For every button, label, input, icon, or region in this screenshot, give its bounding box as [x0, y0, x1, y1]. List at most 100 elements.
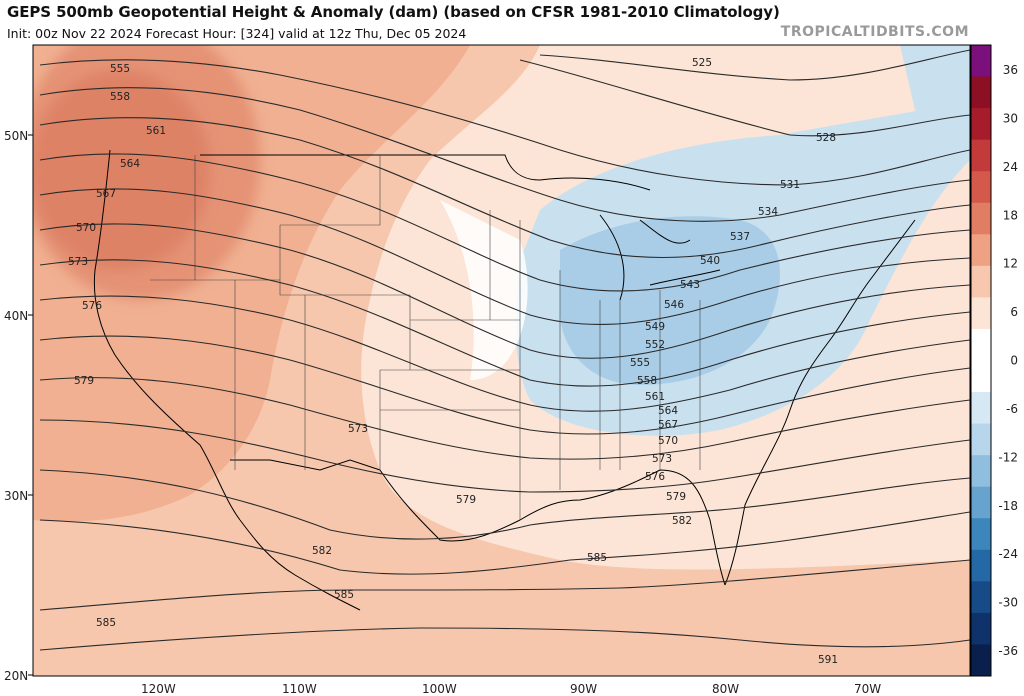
- lon-label: 70W: [854, 682, 881, 696]
- contour-label: 546: [664, 299, 684, 311]
- contour-label: 534: [758, 206, 778, 218]
- colorbar-swatch: [971, 45, 991, 78]
- lon-label: 110W: [282, 682, 317, 696]
- colorbar-swatch: [971, 612, 991, 645]
- colorbar-swatch: [971, 76, 991, 109]
- contour-label: 525: [692, 57, 712, 69]
- contour-label: 543: [680, 279, 700, 291]
- lon-label: 90W: [570, 682, 597, 696]
- colorbar-swatch: [971, 455, 991, 488]
- colorbar-swatch: [971, 202, 991, 235]
- colorbar-swatch: [971, 549, 991, 582]
- contour-label: 573: [348, 423, 368, 435]
- anomaly-neutral-plains: [440, 200, 528, 380]
- contour-label: 579: [456, 494, 476, 506]
- atlantic-coast: [724, 219, 916, 586]
- longitude-labels: 120W 110W 100W 90W 80W 70W: [141, 682, 881, 696]
- colorbar-tick-label: 6: [1010, 305, 1018, 319]
- colorbar-tick-label: -30: [998, 596, 1018, 610]
- contour-label: 573: [68, 256, 88, 268]
- colorbar-swatch: [971, 581, 991, 614]
- chart-subtitle: Init: 00z Nov 22 2024 Forecast Hour: [32…: [7, 26, 467, 41]
- colorbar-swatch: [971, 486, 991, 519]
- contour-label: 558: [110, 91, 130, 103]
- contour-label: 531: [780, 179, 800, 191]
- lon-label: 120W: [141, 682, 176, 696]
- contour-label: 585: [587, 552, 607, 564]
- colorbar-tick-label: -24: [998, 547, 1018, 561]
- contour-label: 576: [82, 300, 102, 312]
- contour-label: 555: [630, 357, 650, 369]
- map-frame: [32, 44, 971, 677]
- contour-label: 573: [652, 453, 672, 465]
- colorbar-swatch: [971, 518, 991, 551]
- contour-labels: 525 528 531 534 537 540 543 546 549 552 …: [68, 57, 838, 666]
- contour-label: 564: [120, 158, 140, 170]
- contour-label: 567: [658, 419, 678, 431]
- height-contours: [39, 49, 970, 651]
- contour-label: 582: [312, 545, 332, 557]
- colorbar-tick-label: 12: [1003, 257, 1018, 271]
- contour-label: 582: [672, 515, 692, 527]
- colorbar-tick-labels: 36 30 24 18 12 6 0 -6 -12 -18 -24 -30 -36: [998, 63, 1018, 658]
- site-brand: TROPICALTIDBITS.COM: [780, 24, 969, 40]
- colorbar-tick-label: 30: [1003, 111, 1018, 125]
- contour-label: 564: [658, 405, 678, 417]
- lat-label: 30N: [4, 489, 28, 503]
- colorbar-swatch: [971, 265, 991, 298]
- contour-label: 576: [645, 471, 665, 483]
- colorbar-frame: [970, 44, 992, 677]
- colorbar-tick-label: -6: [1006, 402, 1018, 416]
- colorbar-tick-label: 18: [1003, 208, 1018, 222]
- contour-528: [519, 59, 970, 137]
- lat-label: 50N: [4, 129, 28, 143]
- contour-label: 579: [666, 491, 686, 503]
- colorbar-tick-label: 0: [1010, 354, 1018, 368]
- colorbar-tick-label: -36: [998, 644, 1018, 658]
- colorbar-tick-label: 36: [1003, 63, 1018, 77]
- gulf-coast: [379, 469, 726, 586]
- contour-label: 558: [637, 375, 657, 387]
- colorbar-swatch: [971, 644, 991, 677]
- contour-label: 561: [146, 125, 166, 137]
- colorbar-tick-label: -12: [998, 450, 1018, 464]
- colorbar-tick-label: -18: [998, 499, 1018, 513]
- colorbar-swatch: [971, 423, 991, 456]
- lon-label: 80W: [712, 682, 739, 696]
- chart-title: GEPS 500mb Geopotential Height & Anomaly…: [7, 3, 780, 21]
- contour-label: 537: [730, 231, 750, 243]
- lat-label: 20N: [4, 669, 28, 683]
- contour-label: 561: [645, 391, 665, 403]
- west-coast: [93, 149, 241, 521]
- colorbar-swatch: [971, 360, 991, 393]
- lat-label: 40N: [4, 309, 28, 323]
- latitude-ticks: [28, 134, 33, 676]
- colorbar-tick-label: 24: [1003, 160, 1018, 174]
- mexico-pacific-coast: [239, 519, 361, 611]
- contour-label: 552: [645, 339, 665, 351]
- contour-label: 570: [658, 435, 678, 447]
- lon-label: 100W: [422, 682, 457, 696]
- anomaly-northeast-negative: [900, 45, 970, 135]
- colorbar-swatch: [971, 392, 991, 425]
- coastlines: [93, 149, 916, 611]
- contour-label: 528: [816, 132, 836, 144]
- colorbar-swatch: [971, 171, 991, 204]
- colorbar-swatch: [971, 297, 991, 330]
- contour-label: 585: [334, 589, 354, 601]
- anomaly-colorbar: [970, 44, 992, 677]
- contour-label: 591: [818, 654, 838, 666]
- contour-label: 567: [96, 188, 116, 200]
- contour-label: 555: [110, 63, 130, 75]
- anomaly-east-negative-core: [560, 216, 780, 385]
- colorbar-swatch: [971, 328, 991, 361]
- contour-label: 540: [700, 255, 720, 267]
- colorbar-swatch: [971, 139, 991, 172]
- contour-label: 585: [96, 617, 116, 629]
- us-mexico-border: [230, 459, 381, 471]
- colorbar-swatch: [971, 108, 991, 141]
- latitude-labels: 50N 40N 30N 20N: [4, 129, 28, 683]
- contour-525: [539, 49, 970, 81]
- contour-label: 579: [74, 375, 94, 387]
